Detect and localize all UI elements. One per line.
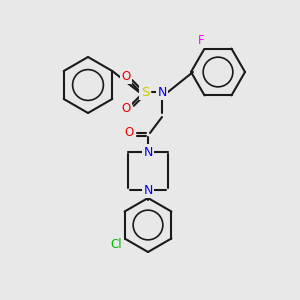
Text: Cl: Cl (111, 238, 122, 251)
Text: O: O (122, 101, 130, 115)
Text: N: N (143, 146, 153, 158)
Text: N: N (157, 85, 167, 98)
Text: F: F (198, 34, 205, 47)
Text: O: O (124, 127, 134, 140)
Text: N: N (143, 184, 153, 196)
Text: S: S (141, 85, 149, 98)
Text: O: O (122, 70, 130, 83)
